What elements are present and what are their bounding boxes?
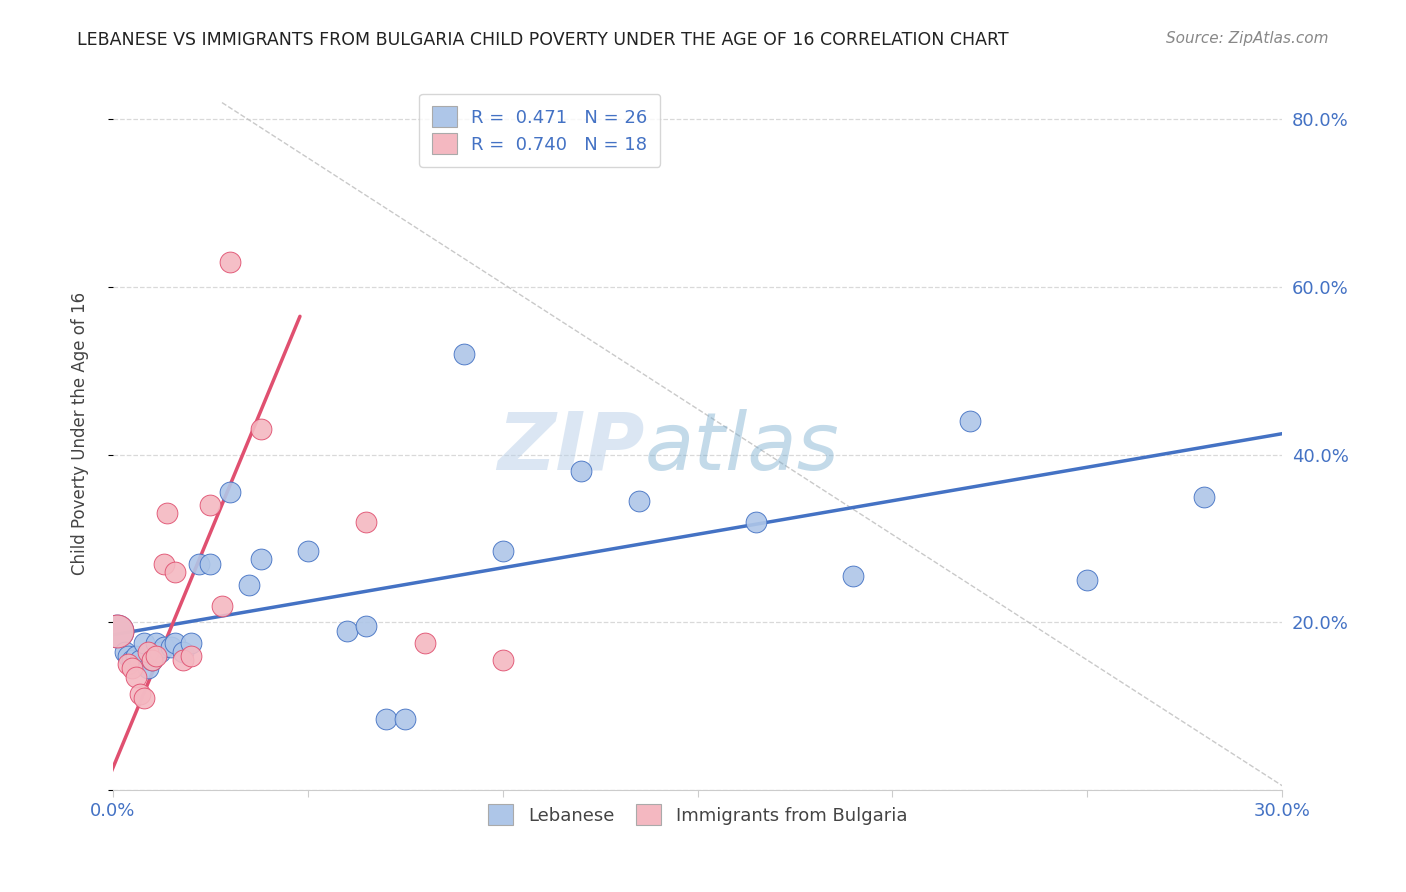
Y-axis label: Child Poverty Under the Age of 16: Child Poverty Under the Age of 16: [72, 292, 89, 575]
Point: [172, 653, 194, 667]
Point: [152, 640, 174, 655]
Point: [105, 624, 128, 638]
Point: [842, 569, 865, 583]
Legend: Lebanese, Immigrants from Bulgaria: Lebanese, Immigrants from Bulgaria: [479, 796, 917, 834]
Point: [250, 552, 273, 566]
Text: ZIP: ZIP: [498, 409, 645, 487]
Point: [165, 565, 187, 579]
Point: [180, 648, 202, 663]
Text: LEBANESE VS IMMIGRANTS FROM BULGARIA CHILD POVERTY UNDER THE AGE OF 16 CORRELATI: LEBANESE VS IMMIGRANTS FROM BULGARIA CHI…: [77, 31, 1010, 49]
Point: [200, 498, 222, 512]
Point: [250, 422, 273, 436]
Point: [354, 619, 377, 633]
Point: [141, 653, 163, 667]
Point: [125, 648, 148, 663]
Point: [132, 690, 155, 705]
Point: [129, 686, 152, 700]
Point: [218, 255, 240, 269]
Point: [149, 645, 172, 659]
Point: [121, 653, 143, 667]
Point: [156, 506, 179, 520]
Point: [136, 661, 159, 675]
Point: [152, 557, 174, 571]
Point: [1076, 574, 1098, 588]
Point: [136, 645, 159, 659]
Point: [238, 577, 260, 591]
Point: [200, 557, 222, 571]
Point: [145, 648, 167, 663]
Point: [114, 645, 136, 659]
Text: Source: ZipAtlas.com: Source: ZipAtlas.com: [1166, 31, 1329, 46]
Point: [354, 515, 377, 529]
Point: [569, 464, 592, 478]
Point: [125, 670, 148, 684]
Point: [132, 636, 155, 650]
Point: [453, 347, 475, 361]
Text: atlas: atlas: [645, 409, 839, 487]
Point: [121, 661, 143, 675]
Point: [165, 636, 187, 650]
Point: [129, 653, 152, 667]
Point: [145, 636, 167, 650]
Point: [117, 648, 139, 663]
Point: [374, 712, 396, 726]
Point: [211, 599, 233, 613]
Point: [491, 653, 513, 667]
Point: [297, 544, 319, 558]
Point: [336, 624, 359, 638]
Point: [105, 624, 128, 638]
Point: [394, 712, 416, 726]
Point: [628, 493, 651, 508]
Point: [117, 657, 139, 672]
Point: [1194, 490, 1216, 504]
Point: [141, 653, 163, 667]
Point: [160, 640, 183, 655]
Point: [491, 544, 513, 558]
Point: [959, 414, 981, 428]
Point: [180, 636, 202, 650]
Point: [172, 645, 194, 659]
Point: [745, 515, 768, 529]
Point: [187, 557, 209, 571]
Point: [413, 636, 436, 650]
Point: [218, 485, 240, 500]
